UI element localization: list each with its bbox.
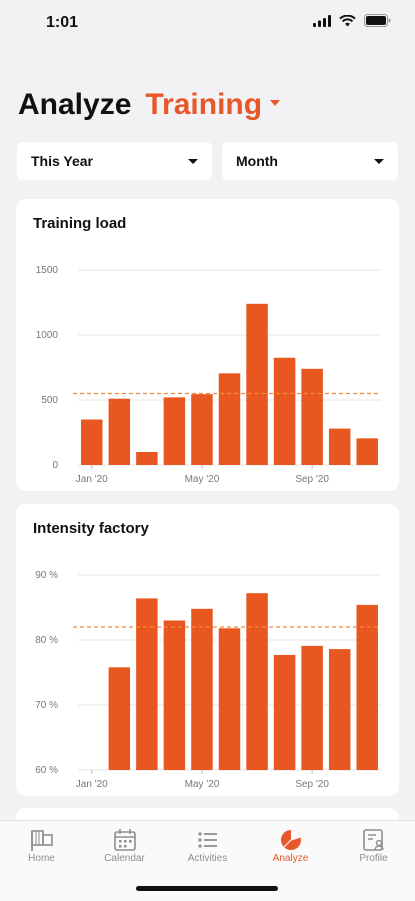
tab-label: Activities bbox=[187, 853, 228, 864]
bar[interactable] bbox=[356, 604, 378, 770]
bar[interactable] bbox=[136, 598, 158, 770]
y-tick-label: 70 % bbox=[35, 700, 58, 711]
training-load-chart: 0 500 1000 1500 Jan '20 May '20 Sep '20 bbox=[36, 265, 381, 485]
tab-activities[interactable]: Activities bbox=[166, 827, 249, 864]
profile-icon bbox=[362, 829, 384, 851]
bar[interactable] bbox=[108, 667, 131, 770]
bar[interactable] bbox=[246, 303, 268, 465]
analyze-icon bbox=[280, 830, 301, 850]
bar[interactable] bbox=[301, 368, 323, 465]
bar[interactable] bbox=[273, 654, 296, 770]
calendar-icon bbox=[113, 829, 136, 851]
tab-label: Calendar bbox=[104, 853, 145, 864]
tab-label: Profile bbox=[359, 853, 388, 864]
bar[interactable] bbox=[246, 593, 268, 770]
battery-icon bbox=[364, 14, 391, 27]
tab-label: Home bbox=[28, 853, 55, 864]
bar[interactable] bbox=[356, 438, 378, 465]
tab-calendar[interactable]: Calendar bbox=[83, 827, 166, 864]
bar[interactable] bbox=[273, 357, 296, 465]
bar[interactable] bbox=[163, 620, 186, 771]
bar[interactable] bbox=[136, 452, 158, 465]
page-title-label: Analyze bbox=[18, 88, 132, 121]
x-tick-label: Sep '20 bbox=[295, 779, 329, 790]
bar[interactable] bbox=[108, 398, 131, 465]
bar[interactable] bbox=[191, 608, 213, 770]
bar[interactable] bbox=[81, 419, 103, 466]
chart-title: Intensity factory bbox=[33, 520, 149, 537]
page-title: Analyze Training bbox=[18, 88, 281, 122]
intensity-factor-chart: 60 % 70 % 80 % 90 % Jan '20 May '20 Sep '20 bbox=[35, 570, 381, 790]
period-dropdown[interactable]: This Year bbox=[17, 142, 212, 180]
tab-label: Analyze bbox=[272, 853, 309, 864]
chevron-down-icon[interactable] bbox=[270, 100, 281, 106]
training-load-card[interactable]: Training load 0 500 1000 1500 Jan '20 May '20… bbox=[16, 199, 399, 491]
y-tick-label: 1500 bbox=[36, 265, 59, 276]
granularity-dropdown[interactable]: Month bbox=[222, 142, 398, 180]
granularity-dropdown-value: Month bbox=[236, 153, 278, 169]
x-tick-label: Sep '20 bbox=[295, 474, 329, 485]
y-tick-label: 60 % bbox=[35, 765, 58, 776]
bar[interactable] bbox=[218, 628, 241, 770]
signal-icon bbox=[313, 14, 331, 27]
wifi-icon bbox=[339, 14, 356, 26]
tab-home[interactable]: Home bbox=[0, 827, 83, 864]
status-time: 1:01 bbox=[46, 14, 79, 31]
bar[interactable] bbox=[191, 394, 213, 465]
y-tick-label: 500 bbox=[41, 395, 58, 406]
tab-profile[interactable]: Profile bbox=[332, 827, 415, 864]
x-tick-label: May '20 bbox=[185, 779, 220, 790]
bar[interactable] bbox=[301, 645, 323, 770]
y-tick-label: 80 % bbox=[35, 635, 58, 646]
bar[interactable] bbox=[218, 373, 241, 465]
activities-icon bbox=[197, 832, 217, 848]
intensity-factor-card[interactable]: Intensity factory 60 % 70 % 80 % 90 % Jan '2… bbox=[16, 504, 399, 796]
x-tick-label: May '20 bbox=[185, 474, 220, 485]
period-dropdown-value: This Year bbox=[31, 153, 94, 169]
chevron-down-icon bbox=[188, 158, 198, 164]
x-tick-label: Jan '20 bbox=[76, 779, 108, 790]
tab-analyze[interactable]: Analyze bbox=[249, 827, 332, 864]
chevron-down-icon bbox=[374, 158, 384, 164]
bar[interactable] bbox=[328, 649, 351, 770]
home-icon bbox=[30, 830, 53, 851]
bar[interactable] bbox=[328, 428, 351, 465]
status-bar: 1:01 bbox=[0, 0, 415, 46]
y-tick-label: 90 % bbox=[35, 570, 58, 581]
chart-title: Training load bbox=[33, 215, 127, 232]
y-tick-label: 1000 bbox=[36, 330, 59, 341]
x-tick-label: Jan '20 bbox=[76, 474, 108, 485]
y-tick-label: 0 bbox=[52, 460, 58, 471]
bar[interactable] bbox=[163, 397, 186, 465]
status-icons bbox=[313, 14, 391, 27]
analysis-type-selector[interactable]: Training bbox=[145, 88, 263, 121]
home-indicator bbox=[136, 886, 278, 891]
